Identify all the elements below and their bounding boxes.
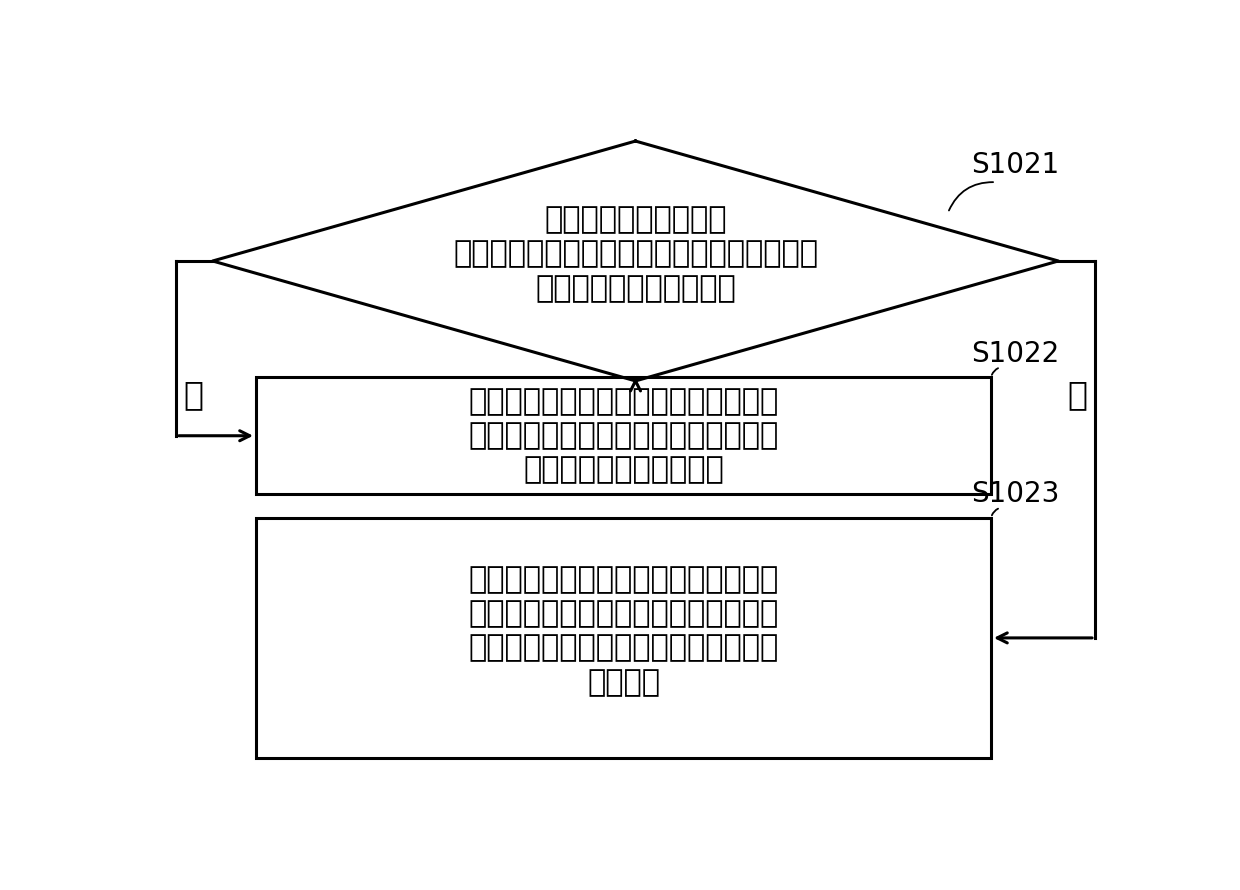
Bar <box>255 377 991 494</box>
Text: 的数据重复输入至对应生成的多个二维: 的数据重复输入至对应生成的多个二维 <box>469 634 779 663</box>
Text: 入所生成的二维单元格中: 入所生成的二维单元格中 <box>523 456 724 484</box>
Text: S1021: S1021 <box>971 151 1059 179</box>
Text: 否: 否 <box>184 378 203 411</box>
Bar <box>255 518 991 758</box>
Text: 的二维单元格，将该单元格中的数据输: 的二维单元格，将该单元格中的数据输 <box>469 421 779 450</box>
Text: 在二维数据表中生成与子单元格数量相: 在二维数据表中生成与子单元格数量相 <box>469 565 779 595</box>
Text: 单元格中: 单元格中 <box>587 668 660 697</box>
Text: 根据所述待导出表格中: 根据所述待导出表格中 <box>544 206 727 235</box>
Text: S1022: S1022 <box>971 339 1059 368</box>
Text: 单元格的组分信息对单个单元格是否由多个子: 单元格的组分信息对单个单元格是否由多个子 <box>453 239 818 269</box>
Text: 单元格合并组成进行判断: 单元格合并组成进行判断 <box>536 274 735 303</box>
Text: 对应的多个二维单元格，将该单元格中: 对应的多个二维单元格，将该单元格中 <box>469 600 779 628</box>
Text: 是: 是 <box>1068 378 1087 411</box>
Text: 在二维数据表中直接生成该单元格对应: 在二维数据表中直接生成该单元格对应 <box>469 387 779 417</box>
Text: S1023: S1023 <box>971 480 1059 508</box>
